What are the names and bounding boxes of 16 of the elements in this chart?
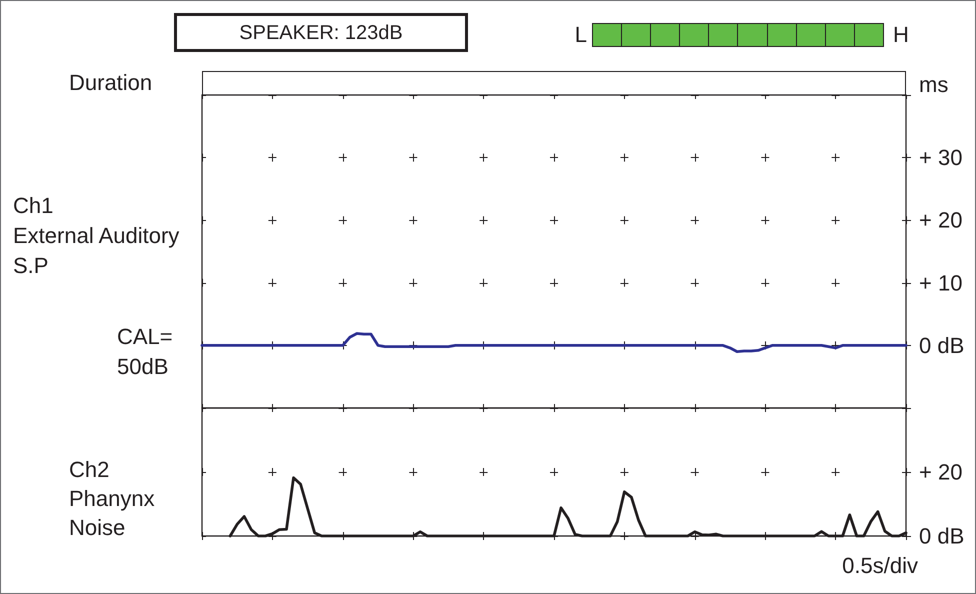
text: ms: [919, 72, 948, 98]
y-axis-title: Ch2 Phanynx Noise: [69, 456, 155, 542]
y-tick-label: + 10: [919, 270, 962, 296]
y-tick-label: 0 dB: [919, 524, 964, 548]
text: H: [893, 22, 909, 47]
label-box: SPEAKER: 123dB: [174, 13, 468, 52]
y-axis-title: Ch1 External Auditory S.P: [13, 192, 180, 280]
y-tick-label: 0 dB: [919, 332, 964, 358]
text: CAL= 50dB: [117, 323, 173, 381]
text: L: [574, 22, 587, 47]
text: Duration: [69, 70, 152, 96]
y-tick-label: + 20: [919, 208, 962, 233]
y-tick-label: + 30: [919, 145, 962, 170]
line-series: [200, 332, 908, 354]
x-axis-title: 0.5s/div: [842, 553, 918, 579]
y-tick-label: + 20: [919, 460, 962, 484]
